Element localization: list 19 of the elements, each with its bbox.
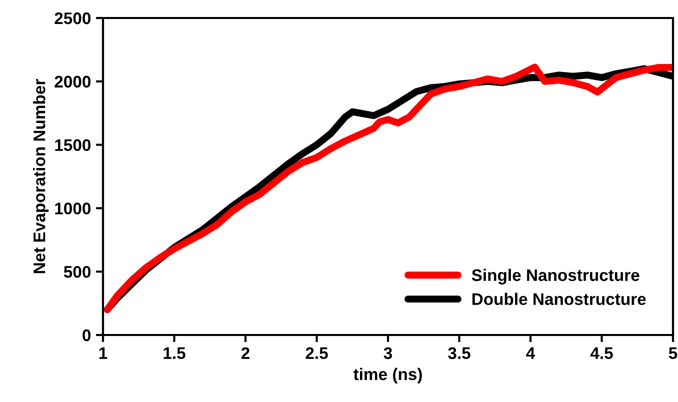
y-tick-label: 1000: [55, 202, 91, 214]
x-tick-label: 5: [668, 347, 678, 360]
x-tick-label: 2.5: [306, 347, 328, 360]
y-tick-label: 2000: [54, 76, 91, 88]
y-tick-label: 500: [64, 266, 91, 278]
y-tick-label: 0: [82, 329, 91, 342]
legend-label: Single Nanostructure: [472, 268, 640, 284]
y-tick-label: 1500: [55, 139, 91, 152]
legend-label: Double Nanostructure: [472, 292, 646, 306]
x-tick-label: 2: [241, 347, 250, 359]
x-tick-label: 4.5: [590, 347, 613, 360]
x-tick-label: 1: [99, 347, 108, 359]
x-tick-label: 4: [526, 347, 536, 359]
x-tick-label: 1.5: [164, 347, 186, 360]
x-tick-label: 3: [384, 347, 392, 360]
x-tick-label: 3.5: [448, 347, 470, 360]
y-tick-label: 2500: [54, 12, 91, 24]
x-axis-title: time (ns): [353, 368, 422, 384]
y-axis-title: Net Evaporation Number: [33, 79, 49, 274]
